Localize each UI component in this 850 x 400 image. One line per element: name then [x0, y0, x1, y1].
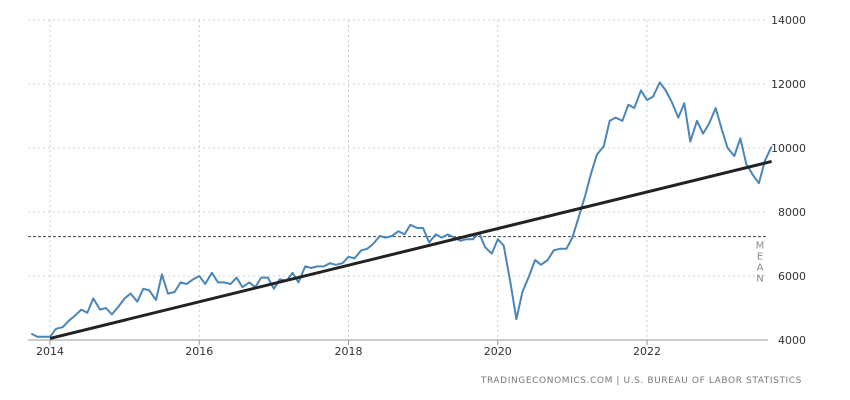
x-tick-label: 2016 [185, 345, 213, 358]
mean-label-letter: A [757, 263, 764, 274]
x-tick-label: 2020 [484, 345, 512, 358]
y-tick-label: 6000 [778, 270, 806, 283]
y-tick-label: 8000 [778, 206, 806, 219]
x-axis-labels: 2014 2016 2018 2020 2022 [36, 345, 661, 358]
x-tick-label: 2022 [633, 345, 661, 358]
gridlines [28, 19, 768, 345]
mean-label-letter: N [756, 274, 763, 285]
trend-line [49, 159, 772, 340]
y-tick-label: 10000 [771, 142, 806, 155]
y-tick-label: 4000 [778, 334, 806, 347]
x-tick-label: 2018 [335, 345, 363, 358]
y-axis-labels: 4000 6000 8000 10000 12000 14000 [771, 14, 806, 347]
source-attribution: TRADINGECONOMICS.COM | U.S. BUREAU OF LA… [480, 376, 802, 386]
mean-label-letter: E [757, 252, 763, 263]
y-tick-label: 14000 [771, 14, 806, 27]
mean-label-letter: M [756, 241, 765, 252]
series-line [30, 81, 773, 338]
x-tick-label: 2014 [36, 345, 64, 358]
y-tick-label: 12000 [771, 78, 806, 91]
